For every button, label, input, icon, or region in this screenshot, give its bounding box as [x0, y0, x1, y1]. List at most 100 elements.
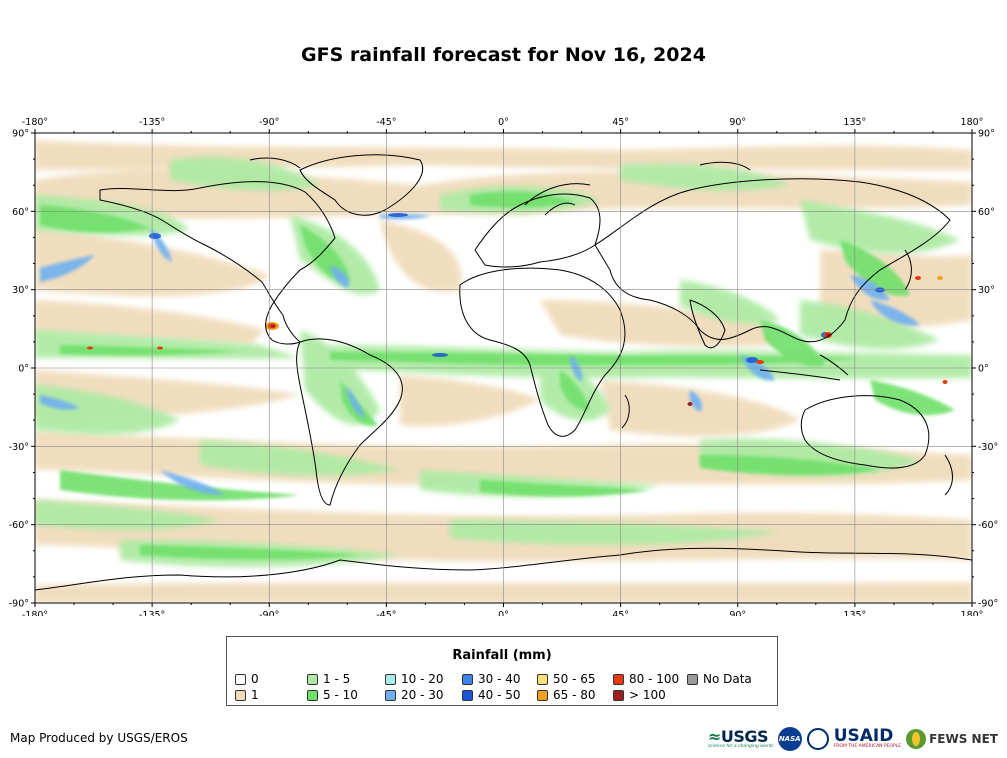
legend-title: Rainfall (mm) [452, 648, 552, 663]
legend-label: 20 - 30 [401, 688, 444, 702]
legend: Rainfall (mm) 0 1 1 - 5 5 - 10 10 - 20 20 - 3… [226, 636, 778, 706]
europe-outline [474, 193, 601, 268]
legend-swatch [235, 674, 246, 685]
legend-label: 1 - 5 [323, 672, 351, 686]
legend-swatch [235, 690, 246, 701]
australia-outline [800, 395, 930, 469]
madagascar-outline [621, 394, 630, 429]
legend-item: No Data [687, 672, 752, 686]
lon-label-bottom: 90° [729, 610, 746, 616]
lat-label-right: -30° [978, 442, 998, 453]
legend-label: 80 - 100 [629, 672, 680, 686]
india-outline [689, 299, 726, 349]
lat-label-left: 30° [12, 285, 29, 296]
legend-item: 80 - 100 [613, 672, 679, 686]
legend-item: 40 - 50 [462, 688, 521, 702]
lon-label-bottom: 180° [961, 610, 984, 616]
axis-ticks [31, 129, 976, 607]
lon-label-bottom: -90° [259, 610, 279, 616]
legend-swatch [385, 674, 396, 685]
lon-label-top: 0° [498, 117, 509, 128]
south-america-outline [296, 338, 403, 506]
lon-label-top: 90° [729, 117, 746, 128]
lat-label-left: 0° [18, 364, 29, 375]
axis-tick-labels: -180° -180° -135° -135° -90° -90° -45° -45° 0° 0°… [9, 117, 999, 616]
lat-label-right: 0° [978, 364, 989, 375]
usaid-logo: USAID FROM THE AMERICAN PEOPLE [833, 726, 902, 750]
legend-label: > 100 [629, 688, 666, 702]
legend-item: > 100 [613, 688, 666, 702]
indonesia-outline [759, 354, 849, 381]
legend-item: 1 - 5 [307, 672, 350, 686]
lon-label-bottom: -180° [22, 610, 48, 616]
lon-label-top: 135° [843, 117, 866, 128]
rainfall-map: -180° -180° -135° -135° -90° -90° -45° -45° 0° 0°… [9, 117, 999, 616]
credit-text: Map Produced by USGS/EROS [10, 731, 188, 745]
legend-item: 0 [235, 672, 259, 686]
lon-label-bottom: -45° [376, 610, 396, 616]
graticule [35, 133, 972, 603]
lat-label-right: -90° [978, 599, 998, 610]
lat-label-right: 90° [978, 129, 995, 140]
legend-label: 0 [251, 672, 259, 686]
legend-swatch [613, 674, 624, 685]
lat-label-left: 90° [12, 129, 29, 140]
usgs-logo: ≈USGS science for a changing world [707, 726, 773, 749]
nasa-logo: NASA [777, 727, 802, 751]
coastlines [35, 154, 972, 591]
legend-label: 1 [251, 688, 259, 702]
legend-swatch [537, 690, 548, 701]
legend-item: 50 - 65 [537, 672, 596, 686]
new-zealand-outline [944, 454, 953, 496]
lon-label-bottom: -135° [139, 610, 165, 616]
legend-swatch [687, 674, 698, 685]
legend-label: 40 - 50 [478, 688, 521, 702]
lon-label-top: 45° [612, 117, 629, 128]
legend-swatch [462, 690, 473, 701]
legend-item: 65 - 80 [537, 688, 596, 702]
usaid-seal-icon [806, 728, 829, 750]
legend-swatch [462, 674, 473, 685]
fews-leaf-icon [906, 729, 927, 749]
lon-label-top: 180° [961, 117, 984, 128]
legend-swatch [307, 674, 318, 685]
legend-label: No Data [703, 672, 752, 686]
lon-label-top: -45° [376, 117, 396, 128]
lat-label-right: -60° [978, 520, 998, 531]
legend-swatch [385, 690, 396, 701]
legend-item: 10 - 20 [385, 672, 444, 686]
legend-item: 1 [235, 688, 259, 702]
legend-item: 30 - 40 [462, 672, 521, 686]
lon-label-bottom: 135° [843, 610, 866, 616]
lat-label-right: 30° [978, 285, 995, 296]
lat-label-left: -30° [9, 442, 29, 453]
japan-outline [904, 249, 912, 291]
lat-label-left: 60° [12, 207, 29, 218]
north-america-outline [99, 181, 336, 345]
lat-label-right: 60° [978, 207, 995, 218]
lat-label-left: -60° [9, 520, 29, 531]
logo-strip: ≈USGS science for a changing world NASA … [708, 725, 998, 753]
legend-item: 20 - 30 [385, 688, 444, 702]
legend-swatch [613, 690, 624, 701]
lon-label-bottom: 45° [612, 610, 629, 616]
arctic-islands-outline [249, 157, 751, 171]
legend-label: 65 - 80 [553, 688, 596, 702]
lat-label-left: -90° [9, 599, 29, 610]
lon-label-top: -135° [139, 117, 165, 128]
legend-swatch [537, 674, 548, 685]
lon-label-top: -180° [22, 117, 48, 128]
lon-label-bottom: 0° [498, 610, 509, 616]
legend-label: 30 - 40 [478, 672, 521, 686]
map-title: GFS rainfall forecast for Nov 16, 2024 [301, 44, 706, 66]
legend-item: 5 - 10 [307, 688, 358, 702]
legend-label: 5 - 10 [323, 688, 358, 702]
legend-swatch [307, 690, 318, 701]
fews-net-logo: FEWS NET [906, 729, 998, 749]
scandinavia-outline [524, 183, 591, 216]
legend-label: 10 - 20 [401, 672, 444, 686]
lon-label-top: -90° [259, 117, 279, 128]
greenland-outline [299, 154, 423, 216]
heavy-rain-spots [87, 276, 948, 406]
africa-outline [459, 267, 626, 437]
